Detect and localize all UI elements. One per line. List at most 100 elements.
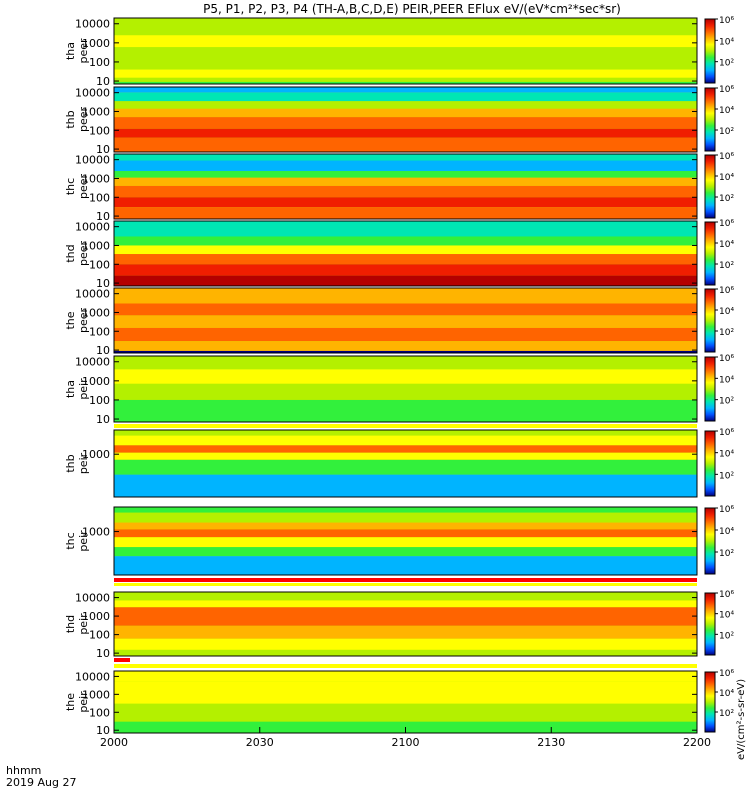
energy-band — [114, 649, 697, 656]
y-tick-label: 100 — [89, 258, 110, 271]
energy-band — [114, 435, 697, 446]
colorbar — [704, 18, 716, 84]
energy-band — [114, 315, 697, 328]
y-tick-label: 100 — [89, 394, 110, 407]
panel-thd-peir: 10000 1000 100 10 thd peir 10² 10⁴ 10⁶ — [64, 590, 734, 660]
y-tick-label: 1000 — [82, 172, 110, 185]
colorbar-tick-label: 10² — [719, 631, 734, 641]
y-tick-label: 10 — [96, 344, 110, 357]
colorbar-tick-label: 10⁶ — [719, 669, 734, 679]
colorbar-tick-label: 10² — [719, 549, 734, 559]
energy-band — [114, 607, 697, 626]
energy-band — [114, 137, 697, 152]
energy-band — [114, 170, 697, 178]
y-tick-label: 10 — [96, 143, 110, 156]
colorbar-tick-label: 10⁴ — [719, 450, 734, 460]
energy-band — [114, 154, 697, 161]
colorbar-tick-label: 10⁶ — [719, 428, 734, 438]
y-tick-label: 10000 — [75, 154, 110, 167]
panel-probe-label: thc — [64, 178, 77, 195]
energy-band — [114, 512, 697, 523]
energy-band — [114, 160, 697, 171]
energy-band — [114, 399, 697, 422]
y-tick-label: 10000 — [75, 87, 110, 100]
energy-band — [114, 254, 697, 265]
y-tick-label: 10000 — [75, 18, 110, 31]
panel-tha-peir: 10000 1000 100 10 tha peir 10² 10⁴ 10⁶ — [64, 354, 734, 426]
colorbar-tick-label: 10⁶ — [719, 505, 734, 515]
panel-probe-label: the — [64, 311, 77, 329]
figure-title: P5, P1, P2, P3, P4 (TH-A,B,C,D,E) PEIR,P… — [203, 2, 621, 16]
y-tick-label: 1000 — [82, 448, 110, 461]
energy-band — [114, 474, 697, 497]
panel-the-peer: 10000 1000 100 10 the peer 10² 10⁴ 10⁶ — [64, 286, 734, 357]
date-label: 2019 Aug 27 — [6, 776, 76, 789]
colorbar — [704, 288, 716, 353]
colorbar — [704, 671, 716, 733]
y-tick-label: 10 — [96, 75, 110, 88]
panel-frame — [113, 17, 698, 85]
energy-band — [114, 537, 697, 548]
y-tick-label: 10 — [96, 647, 110, 660]
energy-band — [114, 288, 697, 304]
panel-probe-label: thb — [64, 110, 77, 128]
colorbar-tick-label: 10² — [719, 328, 734, 338]
colorbar-tick-label: 10² — [719, 709, 734, 719]
gap-bar — [114, 658, 130, 662]
energy-band — [114, 556, 697, 575]
panel-tha-peer: 10000 1000 100 10 tha peer 10² 10⁴ 10⁶ — [64, 16, 734, 88]
y-tick-label: 100 — [89, 706, 110, 719]
y-tick-label: 1000 — [82, 239, 110, 252]
panel-frame — [113, 506, 698, 576]
colorbar — [704, 507, 716, 575]
energy-band — [114, 81, 697, 84]
energy-band — [114, 87, 697, 93]
panel-frame — [113, 429, 698, 498]
energy-band — [114, 430, 697, 436]
energy-band — [114, 303, 697, 316]
colorbar-tick-label: 10² — [719, 397, 734, 407]
x-tick-label: 2030 — [246, 736, 274, 749]
panel-product-label: peir — [77, 613, 90, 635]
panel-thb-peir: 1000 thb peir 10² 10⁴ 10⁶ — [64, 428, 734, 498]
panel-probe-label: thd — [64, 244, 77, 262]
energy-band — [114, 703, 697, 722]
colorbar-tick-label: 10⁴ — [719, 240, 734, 250]
y-tick-label: 1000 — [82, 688, 110, 701]
panel-probe-label: tha — [64, 380, 77, 398]
y-tick-label: 10 — [96, 210, 110, 223]
panel-probe-label: thd — [64, 615, 77, 633]
panel-probe-label: thb — [64, 454, 77, 472]
panel-frame — [113, 153, 698, 220]
panel-thc-peer: 10000 1000 100 10 thc peer 10² 10⁴ 10⁶ — [64, 152, 734, 223]
time-axis: 2000 2030 2100 2130 2200 — [100, 727, 711, 749]
panel-product-label: peir — [77, 691, 90, 713]
y-tick-label: 10 — [96, 413, 110, 426]
energy-band — [114, 383, 697, 400]
x-unit-label: hhmm — [6, 764, 41, 777]
energy-band — [114, 350, 697, 353]
y-tick-label: 1000 — [82, 526, 110, 539]
energy-band — [114, 341, 697, 351]
panel-frame — [113, 86, 698, 153]
y-tick-label: 100 — [89, 191, 110, 204]
energy-band — [114, 547, 697, 557]
panel-product-label: peer — [77, 38, 90, 64]
y-tick-label: 1000 — [82, 375, 110, 388]
colorbar-tick-label: 10⁶ — [719, 152, 734, 162]
colorbar-tick-label: 10⁴ — [719, 307, 734, 317]
energy-band — [114, 92, 697, 102]
energy-band — [114, 671, 697, 682]
colorbar — [704, 592, 716, 656]
colorbar-tick-label: 10⁶ — [719, 286, 734, 296]
y-tick-label: 10000 — [75, 356, 110, 369]
colorbar-tick-label: 10² — [719, 194, 734, 204]
colorbar-tick-label: 10⁶ — [719, 85, 734, 95]
y-tick-label: 1000 — [82, 37, 110, 50]
panel-frame — [113, 220, 698, 287]
colorbar-unit-label: eV/(cm²-s-sr-eV) — [736, 679, 747, 760]
y-tick-label: 10000 — [75, 592, 110, 605]
panel-thc-peir: 1000 thc peir 10² 10⁴ 10⁶ — [64, 505, 734, 576]
y-tick-label: 100 — [89, 124, 110, 137]
panel-thd-peer: 10000 1000 100 10 thd peer 10² 10⁴ 10⁶ — [64, 219, 734, 290]
